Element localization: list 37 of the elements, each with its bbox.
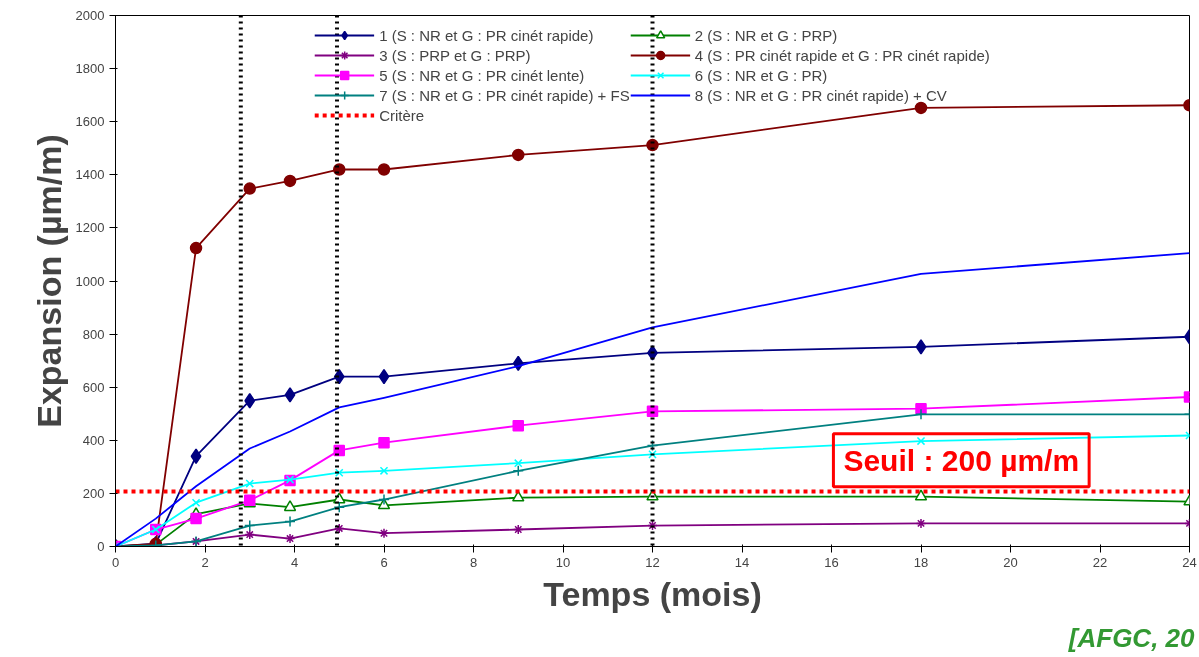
y-tick-label: 0 <box>97 539 105 554</box>
legend-label: 5 (S : NR et G : PR cinét lente) <box>379 66 585 84</box>
x-tick-label: 14 <box>734 554 750 570</box>
text: [AFGC, 20 <box>1067 622 1196 653</box>
x-tick-label: 4 <box>290 554 299 570</box>
x-tick-label: 8 <box>469 554 478 570</box>
y-tick-label: 1400 <box>75 167 105 183</box>
legend-label: 6 (S : NR et G : PR) <box>694 66 828 84</box>
legend-label: 7 (S : NR et G : PR cinét rapide) + FS <box>379 86 630 104</box>
x-tick-label: 22 <box>1092 554 1108 570</box>
x-tick-label: 10 <box>555 554 571 570</box>
y-tick-label: 400 <box>82 432 105 448</box>
x-tick-label: 16 <box>824 554 839 570</box>
y-tick-label: 2000 <box>75 8 105 23</box>
x-axis-title: Temps (mois) <box>543 574 762 613</box>
x-tick-label: 6 <box>380 554 388 570</box>
x-tick-label: 2 <box>201 554 209 570</box>
y-tick-label: 1600 <box>75 114 105 130</box>
legend-label: 1 (S : NR et G : PR cinét rapide) <box>379 26 594 44</box>
y-tick-label: 200 <box>82 485 105 501</box>
x-tick-label: 12 <box>645 554 660 570</box>
legend-label: 3 (S : PRP et G : PRP) <box>379 46 531 64</box>
y-tick-label: 800 <box>82 326 105 342</box>
y-tick-label: 1800 <box>75 61 105 77</box>
y-axis-title: Expansion (µm/m) <box>29 134 68 428</box>
annotation: Seuil : 200 µm/m <box>843 443 1080 477</box>
y-tick-label: 1000 <box>75 273 105 289</box>
y-tick-label: 600 <box>82 379 105 395</box>
x-tick-label: 20 <box>1003 554 1018 570</box>
y-tick-label: 1200 <box>75 220 105 236</box>
x-tick-label: 24 <box>1182 554 1197 570</box>
x-tick-label: 18 <box>913 554 929 570</box>
legend-label: Critère <box>379 106 425 124</box>
legend-label: 4 (S : PR cinét rapide et G : PR cinét rapide) <box>694 46 990 64</box>
legend-label: 2 (S : NR et G : PRP) <box>694 26 838 44</box>
legend-label: 8 (S : NR et G : PR cinét rapide) + CV <box>694 86 947 104</box>
x-tick-label: 0 <box>111 554 120 570</box>
